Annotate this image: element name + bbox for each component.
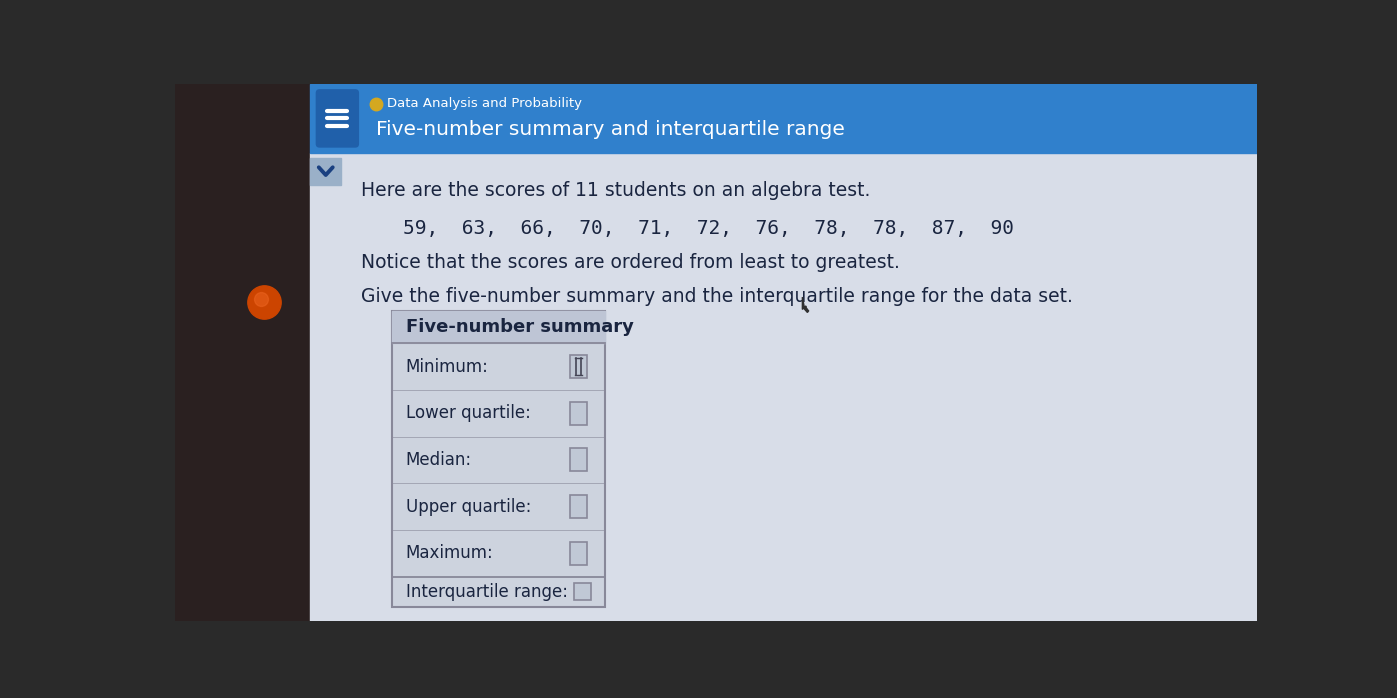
Text: Interquartile range:: Interquartile range:: [405, 583, 567, 601]
Bar: [175, 84, 310, 621]
Text: Data Analysis and Probability: Data Analysis and Probability: [387, 97, 583, 110]
Text: 59,  63,  66,  70,  71,  72,  76,  78,  78,  87,  90: 59, 63, 66, 70, 71, 72, 76, 78, 78, 87, …: [404, 219, 1014, 238]
Text: Median:: Median:: [405, 451, 472, 469]
Text: Maximum:: Maximum:: [405, 544, 493, 562]
Bar: [574, 584, 591, 600]
Bar: [570, 355, 587, 378]
Text: Five-number summary: Five-number summary: [405, 318, 633, 336]
Bar: [570, 495, 587, 518]
Polygon shape: [802, 297, 809, 313]
Bar: [391, 311, 605, 607]
Text: Notice that the scores are ordered from least to greatest.: Notice that the scores are ordered from …: [360, 253, 900, 272]
Text: Here are the scores of 11 students on an algebra test.: Here are the scores of 11 students on an…: [360, 181, 870, 200]
Bar: [570, 448, 587, 471]
Bar: [570, 401, 587, 425]
Text: Lower quartile:: Lower quartile:: [405, 404, 531, 422]
Text: Give the five-number summary and the interquartile range for the data set.: Give the five-number summary and the int…: [360, 287, 1073, 306]
Bar: [310, 153, 1257, 621]
Text: Minimum:: Minimum:: [405, 357, 489, 376]
Bar: [310, 158, 341, 186]
Text: Upper quartile:: Upper quartile:: [405, 498, 531, 516]
Bar: [310, 84, 1257, 153]
FancyBboxPatch shape: [316, 89, 359, 148]
Text: Five-number summary and interquartile range: Five-number summary and interquartile ra…: [376, 121, 845, 140]
Bar: [570, 542, 587, 565]
Bar: [391, 311, 605, 343]
